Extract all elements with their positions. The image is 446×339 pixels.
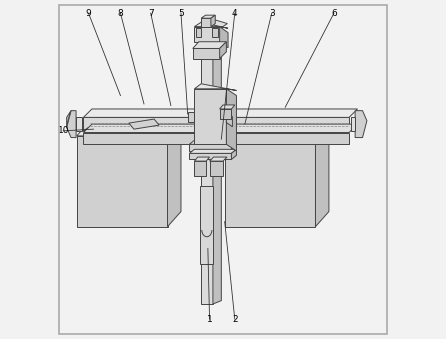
Polygon shape <box>210 161 223 176</box>
Polygon shape <box>212 28 218 37</box>
Polygon shape <box>231 149 236 159</box>
Polygon shape <box>129 119 159 129</box>
Polygon shape <box>194 157 210 161</box>
Polygon shape <box>201 18 227 27</box>
Polygon shape <box>201 15 215 18</box>
Polygon shape <box>219 26 228 48</box>
Polygon shape <box>194 161 206 176</box>
Polygon shape <box>77 121 181 136</box>
Polygon shape <box>194 22 228 28</box>
Polygon shape <box>194 26 219 42</box>
Polygon shape <box>201 18 211 26</box>
Text: 8: 8 <box>118 9 124 18</box>
Polygon shape <box>77 136 168 227</box>
Polygon shape <box>225 136 315 227</box>
Polygon shape <box>194 84 236 91</box>
Polygon shape <box>168 121 181 227</box>
Polygon shape <box>219 133 349 144</box>
Polygon shape <box>83 117 201 131</box>
Polygon shape <box>193 48 219 59</box>
Polygon shape <box>83 109 210 117</box>
Polygon shape <box>211 15 215 26</box>
Polygon shape <box>225 121 329 136</box>
Text: 7: 7 <box>148 9 153 18</box>
Polygon shape <box>231 140 236 151</box>
Polygon shape <box>200 186 213 264</box>
Polygon shape <box>194 89 227 144</box>
Polygon shape <box>193 42 227 48</box>
Polygon shape <box>219 105 235 109</box>
Polygon shape <box>219 124 358 133</box>
Polygon shape <box>190 149 236 153</box>
Polygon shape <box>201 22 213 304</box>
Polygon shape <box>227 112 232 127</box>
Polygon shape <box>76 117 82 131</box>
Polygon shape <box>190 140 236 144</box>
Polygon shape <box>188 112 194 122</box>
Text: 10: 10 <box>58 126 69 135</box>
Polygon shape <box>355 111 367 138</box>
Polygon shape <box>83 127 206 131</box>
Polygon shape <box>83 124 210 133</box>
Text: 4: 4 <box>232 9 238 18</box>
Text: 3: 3 <box>269 9 275 18</box>
Polygon shape <box>190 153 231 159</box>
Polygon shape <box>213 22 221 304</box>
Text: 5: 5 <box>178 9 184 18</box>
Text: 2: 2 <box>232 315 238 324</box>
Text: 9: 9 <box>86 9 91 18</box>
Polygon shape <box>351 117 355 131</box>
Polygon shape <box>315 121 329 227</box>
Polygon shape <box>219 117 349 131</box>
Text: 6: 6 <box>331 9 337 18</box>
Polygon shape <box>219 109 231 119</box>
Polygon shape <box>196 28 202 37</box>
Polygon shape <box>66 111 76 138</box>
Polygon shape <box>227 89 236 151</box>
Polygon shape <box>219 109 358 117</box>
Polygon shape <box>190 144 231 151</box>
Polygon shape <box>83 133 201 144</box>
Polygon shape <box>219 42 227 59</box>
Polygon shape <box>66 111 71 127</box>
Text: 1: 1 <box>206 315 212 324</box>
Polygon shape <box>210 157 227 161</box>
Polygon shape <box>219 127 354 131</box>
